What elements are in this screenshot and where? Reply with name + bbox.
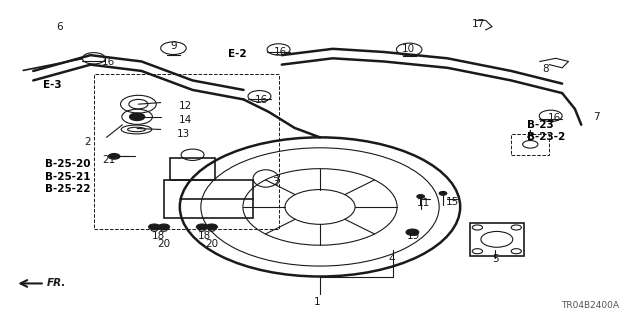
Text: 17: 17 bbox=[472, 19, 485, 28]
Circle shape bbox=[108, 153, 120, 159]
Text: 11: 11 bbox=[417, 198, 430, 208]
Text: B-25-20
B-25-21
B-25-22: B-25-20 B-25-21 B-25-22 bbox=[45, 160, 90, 194]
Text: 16: 16 bbox=[255, 95, 268, 105]
Text: 9: 9 bbox=[170, 41, 177, 51]
Text: 4: 4 bbox=[389, 254, 396, 264]
Text: 16: 16 bbox=[548, 113, 561, 123]
Bar bbox=[164, 180, 253, 218]
Text: 13: 13 bbox=[177, 129, 190, 139]
Text: 18: 18 bbox=[152, 231, 165, 241]
Text: FR.: FR. bbox=[47, 278, 67, 288]
Text: 20: 20 bbox=[205, 239, 218, 249]
Text: 1: 1 bbox=[314, 297, 320, 308]
Circle shape bbox=[206, 224, 218, 230]
Text: 20: 20 bbox=[157, 239, 170, 249]
Text: 15: 15 bbox=[446, 197, 460, 207]
Text: 2: 2 bbox=[84, 137, 91, 147]
Bar bbox=[170, 158, 215, 180]
Text: 19: 19 bbox=[406, 231, 420, 241]
Text: 8: 8 bbox=[541, 64, 548, 74]
Text: 5: 5 bbox=[492, 254, 499, 264]
Text: 14: 14 bbox=[179, 115, 192, 125]
Text: 16: 16 bbox=[102, 57, 115, 67]
Circle shape bbox=[129, 113, 145, 121]
Circle shape bbox=[417, 195, 424, 198]
Bar bbox=[511, 134, 549, 155]
Text: 10: 10 bbox=[401, 44, 415, 54]
Text: 3: 3 bbox=[272, 177, 279, 187]
Text: 6: 6 bbox=[56, 22, 63, 32]
Circle shape bbox=[148, 224, 160, 230]
Circle shape bbox=[406, 229, 419, 235]
Text: E-3: E-3 bbox=[43, 80, 61, 90]
Text: 7: 7 bbox=[593, 112, 599, 122]
Text: 12: 12 bbox=[179, 101, 192, 111]
Circle shape bbox=[439, 191, 447, 195]
Text: 21: 21 bbox=[102, 155, 115, 165]
Bar bbox=[470, 223, 524, 256]
Text: 16: 16 bbox=[274, 47, 287, 57]
Circle shape bbox=[158, 224, 170, 230]
Text: TR04B2400A: TR04B2400A bbox=[561, 301, 620, 310]
Text: E-2: E-2 bbox=[228, 48, 246, 59]
Circle shape bbox=[196, 224, 208, 230]
Bar bbox=[94, 74, 278, 229]
Text: B-23
B-23-2: B-23 B-23-2 bbox=[527, 120, 565, 142]
Text: 18: 18 bbox=[198, 231, 211, 241]
